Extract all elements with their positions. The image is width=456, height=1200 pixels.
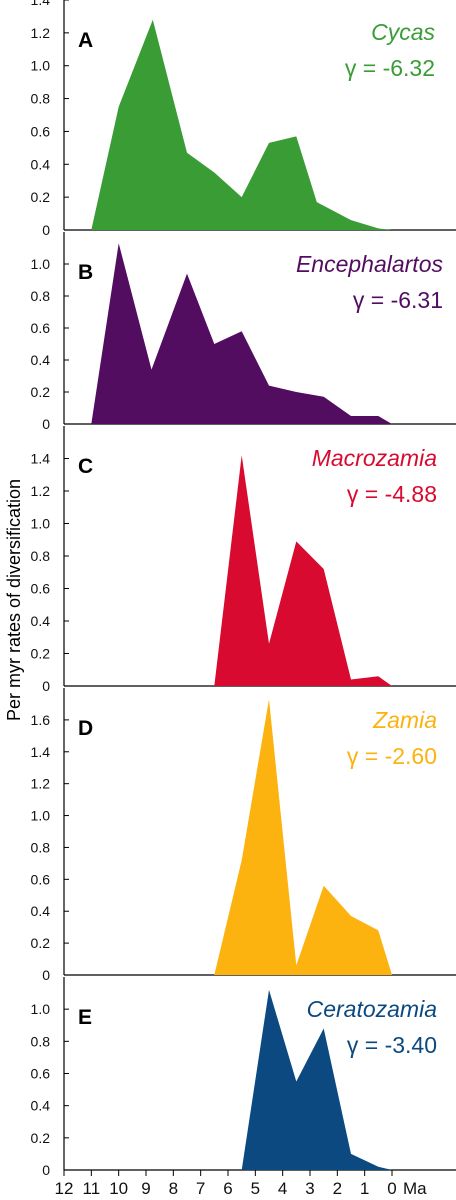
- genus-label: Zamia: [372, 707, 437, 733]
- gamma-label: γ = -3.40: [347, 1032, 437, 1058]
- x-unit-label: Ma: [403, 1179, 427, 1198]
- y-tick-label: 0: [42, 1162, 50, 1178]
- diversification-area: [214, 699, 392, 975]
- y-tick-label: 0.6: [31, 871, 51, 887]
- y-tick-label: 0.4: [31, 352, 51, 368]
- y-tick-label: 0: [42, 222, 50, 238]
- diversification-area: [214, 455, 392, 686]
- y-tick-label: 1.4: [31, 744, 51, 760]
- gamma-label: γ = -4.88: [347, 481, 437, 507]
- y-tick-label: 1.4: [31, 0, 51, 8]
- x-tick-label: 9: [141, 1179, 150, 1198]
- genus-label: Ceratozamia: [307, 996, 437, 1022]
- panels: 0 0.2 0.4 0.6 0.8 1.0 1.2 1.4 A Cycas γ = -6.32 0 0.…: [31, 0, 456, 1178]
- x-tick-label: 1: [360, 1179, 369, 1198]
- genus-label: Macrozamia: [312, 445, 437, 471]
- panel-letter: A: [78, 29, 93, 52]
- x-tick-label: 3: [305, 1179, 314, 1198]
- y-tick-label: 0.8: [31, 839, 51, 855]
- y-tick-label: 0.2: [31, 646, 51, 662]
- gamma-label: γ = -6.32: [345, 55, 435, 81]
- panel-letter: C: [78, 455, 93, 478]
- diversification-area: [241, 989, 392, 1170]
- y-tick-label: 0.2: [31, 1130, 51, 1146]
- gamma-label: γ = -6.31: [353, 287, 443, 313]
- y-tick-label: 0.8: [31, 1033, 51, 1049]
- genus-label: Cycas: [371, 19, 435, 45]
- diversification-area: [91, 19, 393, 231]
- y-tick-label: 0.6: [31, 1066, 51, 1082]
- x-tick-label: 4: [278, 1179, 287, 1198]
- y-tick-label: 0.6: [31, 320, 51, 336]
- y-tick-label: 0.4: [31, 613, 51, 629]
- diversification-area: [91, 243, 393, 424]
- y-tick-label: 0.4: [31, 903, 51, 919]
- y-tick-label: 1.0: [31, 808, 51, 824]
- y-tick-label: 0: [42, 416, 50, 432]
- y-tick-label: 1.4: [31, 451, 51, 467]
- y-tick-label: 0.2: [31, 189, 51, 205]
- y-tick-label: 1.6: [31, 712, 51, 728]
- y-tick-label: 1.0: [31, 516, 51, 532]
- x-tick-label: 5: [251, 1179, 260, 1198]
- y-tick-label: 1.0: [31, 256, 51, 272]
- y-tick-label: 0.2: [31, 935, 51, 951]
- x-tick-label: 2: [333, 1179, 342, 1198]
- x-tick-label: 7: [196, 1179, 205, 1198]
- panel-d: 0 0.2 0.4 0.6 0.8 1.0 1.2 1.4 1.6 D Zamia γ = -2.60: [31, 688, 456, 983]
- x-tick-label: 0: [387, 1179, 396, 1198]
- gamma-label: γ = -2.60: [347, 743, 437, 769]
- y-tick-label: 0: [42, 678, 50, 694]
- panel-b: 0 0.2 0.4 0.6 0.8 1.0 B Encephalartos γ = -6.31: [31, 232, 456, 432]
- y-tick-label: 0.6: [31, 123, 51, 139]
- y-tick-label: 1.2: [31, 25, 51, 41]
- y-tick-label: 0.4: [31, 156, 51, 172]
- x-tick-label: 8: [169, 1179, 178, 1198]
- y-tick-label: 1.0: [31, 58, 51, 74]
- panel-c: 0 0.2 0.4 0.6 0.8 1.0 1.2 1.4 C Macrozamia γ = -4.…: [31, 426, 456, 694]
- x-tick-label: 11: [83, 1179, 101, 1198]
- y-tick-label: 0: [42, 967, 50, 983]
- y-tick-label: 0.8: [31, 548, 51, 564]
- y-axis-label: Per myr rates of diversification: [4, 479, 24, 721]
- y-tick-label: 1.2: [31, 776, 51, 792]
- panel-letter: E: [78, 1006, 92, 1029]
- x-axis: 12 11 10 9 8 7 6 5 4 3 2 1 0 Ma: [55, 1170, 427, 1198]
- panel-e: 0 0.2 0.4 0.6 0.8 1.0 E Ceratozamia γ = -3.40: [31, 977, 456, 1178]
- panel-a: 0 0.2 0.4 0.6 0.8 1.0 1.2 1.4 A Cycas γ = -6.32: [31, 0, 456, 238]
- y-tick-label: 0.6: [31, 581, 51, 597]
- x-tick-label: 10: [109, 1179, 128, 1198]
- panel-letter: B: [78, 261, 93, 284]
- x-tick-label: 6: [223, 1179, 232, 1198]
- y-tick-label: 1.0: [31, 1001, 51, 1017]
- y-tick-label: 0.4: [31, 1098, 51, 1114]
- y-tick-label: 0.2: [31, 384, 51, 400]
- genus-label: Encephalartos: [296, 251, 444, 277]
- panel-letter: D: [78, 717, 93, 740]
- y-tick-label: 0.8: [31, 288, 51, 304]
- x-tick-label: 12: [55, 1179, 74, 1198]
- y-tick-label: 0.8: [31, 91, 51, 107]
- y-tick-label: 1.2: [31, 483, 51, 499]
